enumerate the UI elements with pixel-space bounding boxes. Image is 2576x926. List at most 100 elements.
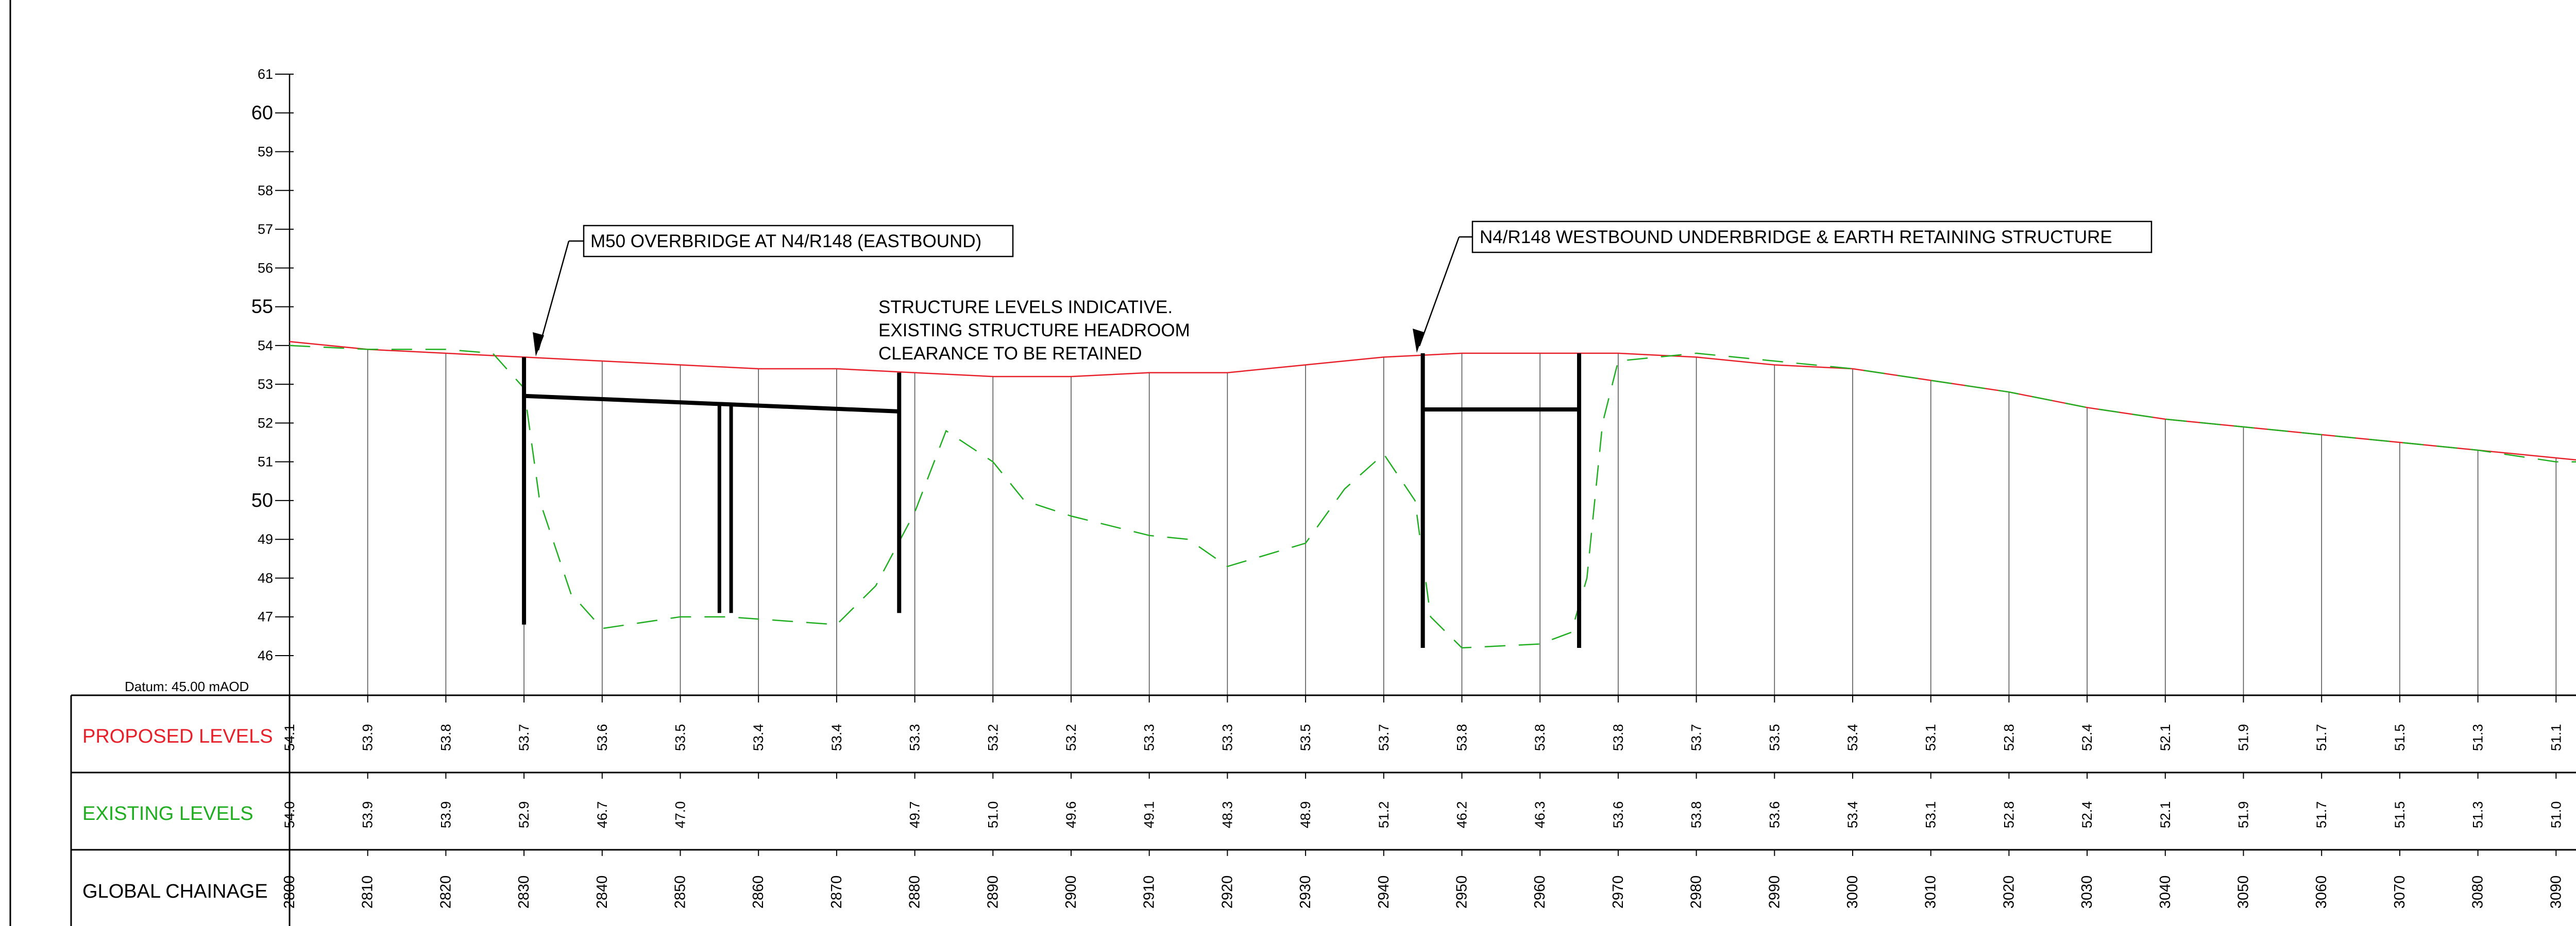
chainage-value: 3070 [2392, 876, 2408, 909]
callout-eastbound: M50 OVERBRIDGE AT N4/R148 (EASTBOUND) [533, 225, 1014, 356]
proposed-level-value: 51.5 [2392, 724, 2408, 751]
callout-westbound-arrowhead [1413, 329, 1424, 353]
level-tick-label: 60 [251, 102, 273, 124]
structure-deck [523, 393, 900, 414]
existing-level-value: 51.0 [2548, 801, 2564, 829]
chainage-value: 2930 [1297, 876, 1314, 909]
level-tick-label: 52 [258, 415, 273, 431]
chainage-value: 2850 [672, 876, 689, 909]
chainage-value: 2890 [985, 876, 1001, 909]
proposed-level-value: 51.7 [2314, 724, 2329, 751]
datum-label: Datum: 45.00 mAOD [125, 679, 249, 694]
existing-level-value: 53.4 [1845, 801, 1860, 829]
existing-level-value: 51.3 [2470, 801, 2486, 829]
chainage-value: 2990 [1766, 876, 1783, 909]
level-tick-label: 54 [258, 338, 273, 353]
chainage-value: 2810 [360, 876, 376, 909]
note-line-1: STRUCTURE LEVELS INDICATIVE. [878, 297, 1173, 317]
profile-lines [289, 341, 2576, 649]
proposed-level-value: 54.1 [282, 724, 297, 751]
proposed-level-value: 51.1 [2548, 724, 2564, 751]
proposed-level-value: 53.9 [360, 724, 376, 751]
callout-eastbound-arrowhead [533, 332, 544, 356]
chainage-value: 3020 [2001, 876, 2017, 909]
structure-note: STRUCTURE LEVELS INDICATIVE. EXISTING ST… [878, 297, 1190, 364]
proposed-level-value: 53.7 [1376, 724, 1392, 751]
level-tick-label: 56 [258, 260, 273, 276]
level-tick-label: 59 [258, 144, 273, 160]
level-tick-label: 48 [258, 570, 273, 586]
proposed-level-value: 53.3 [1142, 724, 1157, 751]
existing-level-value: 53.8 [1689, 801, 1704, 829]
callout-eastbound-text: M50 OVERBRIDGE AT N4/R148 (EASTBOUND) [590, 231, 981, 251]
proposed-level-value: 53.2 [1063, 724, 1079, 751]
level-tick-label: 47 [258, 609, 273, 625]
level-tick-label: 50 [251, 490, 273, 511]
existing-level-value: 51.0 [985, 801, 1001, 829]
chainage-value: 2920 [1219, 876, 1235, 909]
existing-level-value: 49.1 [1142, 801, 1157, 829]
chainage-value: 3010 [1923, 876, 1939, 909]
proposed-level-value: 53.6 [595, 724, 610, 751]
chainage-gridlines [367, 349, 2557, 695]
proposed-level-value: 53.8 [438, 724, 453, 751]
existing-level-value: 53.1 [1923, 801, 1939, 829]
existing-level-value: 46.3 [1532, 801, 1548, 829]
existing-level-value: 51.9 [2236, 801, 2251, 829]
existing-level-value: 48.9 [1298, 801, 1313, 829]
data-table: 54.1 54.0 2800 53.9 53.9 2810 53.8 53.9 2820 53.7… [70, 694, 2576, 926]
existing-level-value: 53.9 [438, 801, 453, 829]
existing-level-value: 52.4 [2079, 801, 2095, 829]
chainage-value: 2880 [907, 876, 923, 909]
chainage-value: 2960 [1532, 876, 1548, 909]
chainage-value: 2820 [437, 876, 454, 909]
level-tick-label: 46 [258, 648, 273, 663]
chainage-value: 3000 [1844, 876, 1861, 909]
proposed-level-value: 53.8 [1611, 724, 1626, 751]
existing-level-value: 54.0 [282, 801, 297, 829]
proposed-level-value: 53.4 [751, 724, 766, 751]
note-line-3: CLEARANCE TO BE RETAINED [878, 344, 1142, 364]
proposed-level-value: 53.5 [1767, 724, 1782, 751]
level-tick-label: 55 [251, 296, 273, 318]
proposed-level-value: 53.8 [1454, 724, 1470, 751]
existing-level-value: 46.2 [1454, 801, 1470, 829]
proposed-level-value: 53.1 [1923, 724, 1939, 751]
chainage-value: 3060 [2313, 876, 2330, 909]
row-label-existing: EXISTING LEVELS [82, 803, 253, 825]
proposed-level-value: 52.8 [2001, 724, 2016, 751]
note-line-2: EXISTING STRUCTURE HEADROOM [878, 320, 1190, 340]
chainage-value: 2940 [1376, 876, 1392, 909]
existing-level-value: 49.7 [907, 801, 923, 829]
row-label-proposed: PROPOSED LEVELS [82, 726, 273, 747]
existing-level-value: 47.0 [673, 801, 688, 829]
existing-level-value: 51.2 [1376, 801, 1392, 829]
proposed-level-value: 51.9 [2236, 724, 2251, 751]
existing-level-value: 52.8 [2001, 801, 2016, 829]
chainage-value: 2800 [281, 876, 298, 909]
chainage-value: 2970 [1610, 876, 1626, 909]
chainage-value: 3090 [2548, 876, 2564, 909]
level-tick-label: 57 [258, 221, 273, 237]
existing-level-value: 53.6 [1767, 801, 1782, 829]
chainage-value: 3080 [2470, 876, 2486, 909]
chainage-value: 2950 [1454, 876, 1470, 909]
chainage-value: 2830 [516, 876, 532, 909]
proposed-level-value: 53.5 [673, 724, 688, 751]
level-tick-label: 61 [258, 66, 273, 82]
level-tick-label: 51 [258, 454, 273, 470]
callout-westbound: N4/R148 WESTBOUND UNDERBRIDGE & EARTH RE… [1413, 220, 2153, 353]
proposed-level-value: 52.1 [2158, 724, 2173, 751]
chainage-value: 2870 [828, 876, 845, 909]
chainage-value: 2910 [1141, 876, 1158, 909]
existing-level-value: 52.9 [516, 801, 532, 829]
existing-level-value: 49.6 [1063, 801, 1079, 829]
chainage-value: 2860 [750, 876, 767, 909]
existing-level-value: 53.6 [1611, 801, 1626, 829]
proposed-level-value: 53.8 [1532, 724, 1548, 751]
proposed-level-value: 53.7 [516, 724, 532, 751]
chainage-value: 2900 [1063, 876, 1079, 909]
structures [522, 353, 1582, 648]
existing-level-value: 51.7 [2314, 801, 2329, 829]
proposed-level-value: 53.7 [1689, 724, 1704, 751]
